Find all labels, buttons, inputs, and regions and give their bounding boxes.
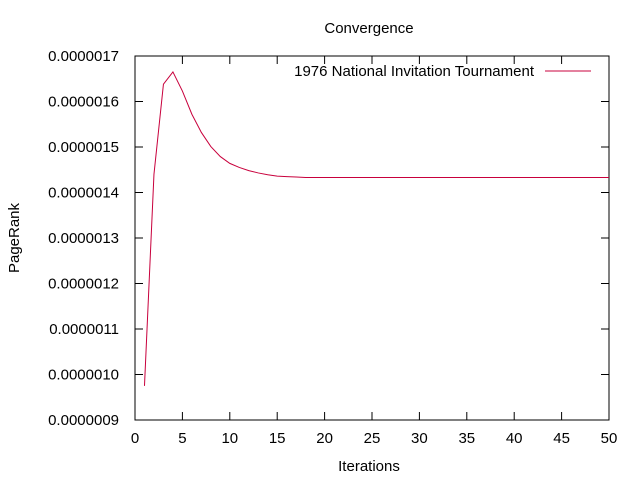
x-axis-label: Iterations [338, 458, 400, 475]
x-tick-label: 10 [221, 430, 238, 447]
x-axis-ticks: 0 5 10 15 20 25 30 35 40 45 50 [131, 56, 618, 447]
x-tick-label: 5 [178, 430, 186, 447]
x-tick-label: 25 [364, 430, 381, 447]
legend: 1976 National Invitation Tournament [294, 63, 591, 80]
x-tick-label: 30 [411, 430, 428, 447]
x-tick-label: 35 [458, 430, 475, 447]
chart-title: Convergence [324, 20, 413, 37]
y-axis-ticks: 0.0000009 0.0000010 0.0000011 0.0000012 0.00… [48, 48, 609, 429]
legend-label: 1976 National Invitation Tournament [294, 63, 535, 80]
y-tick-label: 0.0000014 [48, 185, 119, 202]
plot-frame [134, 55, 610, 421]
y-tick-label: 0.0000016 [48, 94, 119, 111]
y-tick-label: 0.0000010 [48, 367, 119, 384]
x-tick-label: 50 [601, 430, 618, 447]
x-tick-label: 40 [506, 430, 523, 447]
y-tick-label: 0.0000015 [48, 139, 119, 156]
y-tick-label: 0.0000011 [49, 321, 119, 338]
x-tick-label: 20 [316, 430, 333, 447]
y-tick-label: 0.0000009 [48, 412, 119, 429]
series-layer [143, 70, 609, 386]
y-tick-label: 0.0000017 [48, 48, 119, 65]
series-line [143, 70, 609, 386]
x-tick-label: 15 [269, 430, 286, 447]
x-tick-label: 45 [553, 430, 570, 447]
y-tick-label: 0.0000013 [48, 230, 119, 247]
x-tick-label: 0 [131, 430, 139, 447]
y-axis-label: PageRank [6, 202, 23, 273]
y-tick-label: 0.0000012 [48, 276, 119, 293]
